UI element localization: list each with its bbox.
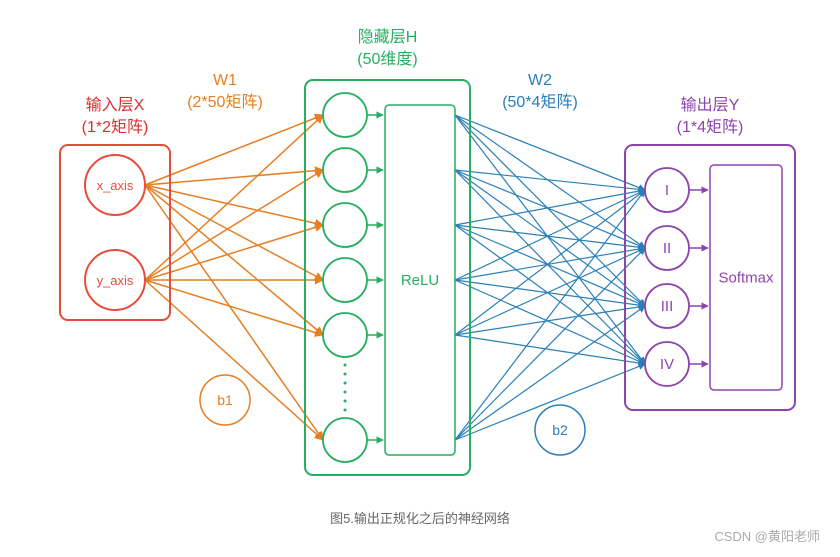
svg-text:隐藏层H: 隐藏层H (358, 28, 418, 46)
b1-label: b1 (217, 392, 233, 408)
output-layer: 输出层Y(1*4矩阵)SoftmaxIIIIIIIV (625, 96, 795, 410)
hidden-node (323, 418, 367, 462)
figure-caption: 图5.输出正规化之后的神经网络 (0, 508, 840, 527)
svg-text:(1*2矩阵): (1*2矩阵) (82, 118, 149, 136)
svg-text:II: II (663, 240, 671, 257)
svg-text:I: I (665, 182, 669, 199)
svg-text:y_axis: y_axis (97, 273, 134, 288)
nn-diagram: 输入层X (1*2矩阵) x_axis y_axis W1 (2*50矩阵) b1 隐藏层H (… (0, 0, 840, 557)
svg-text:IV: IV (660, 356, 674, 373)
softmax-label: Softmax (718, 270, 774, 287)
svg-text:(50维度): (50维度) (357, 50, 417, 68)
hidden-layer: 隐藏层H (50维度) ReLU (305, 28, 470, 475)
input-layer: 输入层X (1*2矩阵) x_axis y_axis (60, 96, 170, 320)
w1-label: W1 (213, 72, 237, 89)
svg-text:x_axis: x_axis (97, 178, 134, 193)
hidden-node (323, 93, 367, 137)
relu-label: ReLU (401, 272, 439, 289)
w1-label-sub: (2*50矩阵) (187, 93, 263, 111)
w2-label: W2 (528, 72, 552, 89)
w2-label-sub: (50*4矩阵) (502, 93, 578, 111)
svg-text:输入层X: 输入层X (86, 96, 145, 114)
w2-edges (455, 115, 645, 440)
hidden-node (323, 258, 367, 302)
svg-text:(1*4矩阵): (1*4矩阵) (677, 118, 744, 136)
svg-text:III: III (661, 298, 674, 315)
svg-text:输出层Y: 输出层Y (681, 96, 740, 114)
hidden-node (323, 203, 367, 247)
hidden-node (323, 148, 367, 192)
hidden-node (323, 313, 367, 357)
b2-label: b2 (552, 422, 568, 438)
watermark-text: CSDN @黄阳老师 (714, 526, 820, 545)
